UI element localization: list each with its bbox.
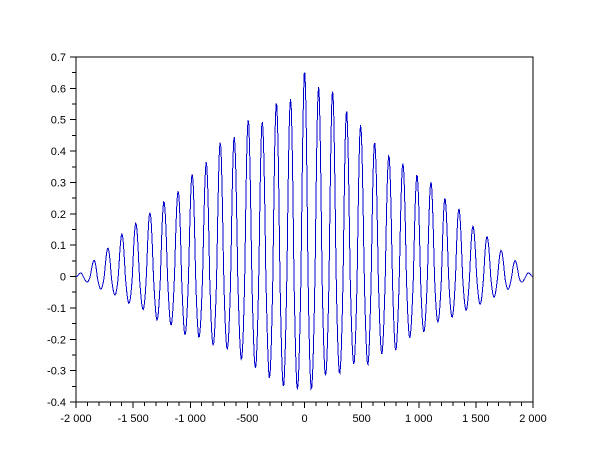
svg-text:500: 500 [352, 413, 370, 425]
svg-text:0.4: 0.4 [51, 146, 66, 158]
svg-text:-1 500: -1 500 [118, 413, 149, 425]
svg-text:0.7: 0.7 [51, 52, 66, 64]
svg-text:0.2: 0.2 [51, 209, 66, 221]
svg-text:-0.4: -0.4 [47, 397, 66, 409]
svg-text:-0.3: -0.3 [47, 366, 66, 378]
svg-text:1 500: 1 500 [462, 413, 490, 425]
svg-text:-1 000: -1 000 [175, 413, 206, 425]
svg-text:0: 0 [301, 413, 307, 425]
svg-text:0: 0 [60, 272, 66, 284]
svg-text:-0.2: -0.2 [47, 334, 66, 346]
svg-text:-0.1: -0.1 [47, 303, 66, 315]
svg-text:-500: -500 [236, 413, 258, 425]
svg-text:0.5: 0.5 [51, 115, 66, 127]
svg-text:2 000: 2 000 [519, 413, 547, 425]
svg-text:0.6: 0.6 [51, 83, 66, 95]
svg-text:-2 000: -2 000 [60, 413, 91, 425]
svg-text:1 000: 1 000 [405, 413, 433, 425]
svg-text:0.3: 0.3 [51, 177, 66, 189]
svg-text:0.1: 0.1 [51, 240, 66, 252]
